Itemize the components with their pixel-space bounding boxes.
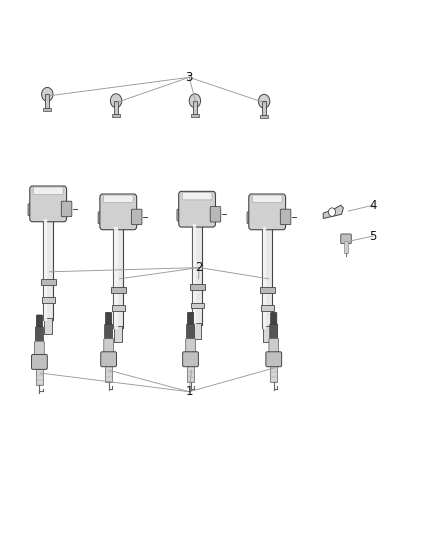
Bar <box>193 323 201 339</box>
Bar <box>45 94 49 108</box>
Bar <box>192 224 202 325</box>
FancyBboxPatch shape <box>32 354 47 369</box>
FancyBboxPatch shape <box>35 327 43 344</box>
Bar <box>105 365 112 382</box>
FancyBboxPatch shape <box>280 212 287 224</box>
FancyBboxPatch shape <box>210 209 217 221</box>
Circle shape <box>258 94 270 108</box>
Bar <box>344 241 348 253</box>
Bar <box>260 115 268 118</box>
Bar <box>270 365 277 382</box>
FancyBboxPatch shape <box>61 201 72 217</box>
FancyBboxPatch shape <box>210 207 221 222</box>
Bar <box>42 297 55 303</box>
FancyBboxPatch shape <box>247 212 254 224</box>
FancyBboxPatch shape <box>280 209 291 225</box>
Circle shape <box>189 94 201 108</box>
Text: 4: 4 <box>369 199 377 212</box>
FancyBboxPatch shape <box>131 212 138 224</box>
FancyBboxPatch shape <box>101 352 117 367</box>
Bar <box>191 303 204 308</box>
Bar <box>44 318 52 334</box>
FancyBboxPatch shape <box>106 312 112 326</box>
Bar <box>262 227 272 328</box>
Bar <box>113 227 123 328</box>
Text: 3: 3 <box>186 71 193 84</box>
FancyBboxPatch shape <box>249 194 286 230</box>
FancyBboxPatch shape <box>61 204 68 216</box>
Bar <box>263 326 271 342</box>
FancyBboxPatch shape <box>104 338 113 356</box>
Circle shape <box>110 94 122 108</box>
Bar <box>193 101 197 114</box>
Bar <box>261 305 274 311</box>
Bar <box>111 287 126 293</box>
FancyBboxPatch shape <box>30 186 67 222</box>
FancyBboxPatch shape <box>187 324 194 341</box>
FancyBboxPatch shape <box>266 352 282 367</box>
Text: 5: 5 <box>370 230 377 243</box>
FancyBboxPatch shape <box>103 195 133 203</box>
FancyBboxPatch shape <box>183 352 198 367</box>
FancyBboxPatch shape <box>100 194 137 230</box>
FancyBboxPatch shape <box>341 234 351 244</box>
FancyBboxPatch shape <box>270 324 278 341</box>
Circle shape <box>328 208 336 216</box>
Bar <box>187 365 194 382</box>
Text: 2: 2 <box>195 261 203 274</box>
Bar <box>112 114 120 117</box>
Bar <box>190 284 205 290</box>
Bar <box>43 219 53 320</box>
FancyBboxPatch shape <box>271 312 277 326</box>
Bar <box>262 101 266 115</box>
Bar <box>114 101 118 114</box>
FancyBboxPatch shape <box>252 195 282 203</box>
Bar <box>114 326 122 342</box>
Bar <box>260 287 275 293</box>
FancyBboxPatch shape <box>269 338 279 356</box>
Polygon shape <box>323 205 343 219</box>
Bar <box>36 368 43 385</box>
FancyBboxPatch shape <box>131 209 142 225</box>
Bar <box>41 279 56 285</box>
FancyBboxPatch shape <box>36 315 42 329</box>
Text: 1: 1 <box>185 385 193 398</box>
FancyBboxPatch shape <box>186 338 195 356</box>
FancyBboxPatch shape <box>179 191 215 227</box>
FancyBboxPatch shape <box>182 192 212 200</box>
FancyBboxPatch shape <box>35 341 44 358</box>
Bar <box>191 114 199 117</box>
FancyBboxPatch shape <box>28 204 35 216</box>
Bar <box>112 305 125 311</box>
FancyBboxPatch shape <box>177 209 184 221</box>
FancyBboxPatch shape <box>105 324 113 341</box>
FancyBboxPatch shape <box>187 312 194 326</box>
FancyBboxPatch shape <box>33 187 63 195</box>
Bar <box>43 108 51 111</box>
Circle shape <box>42 87 53 101</box>
FancyBboxPatch shape <box>98 212 105 224</box>
